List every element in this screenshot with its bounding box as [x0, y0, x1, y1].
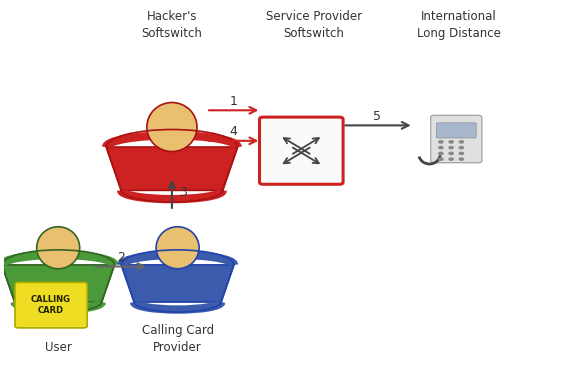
Circle shape — [438, 151, 444, 155]
Circle shape — [438, 157, 444, 161]
Polygon shape — [121, 265, 234, 302]
Circle shape — [459, 146, 464, 150]
FancyBboxPatch shape — [260, 117, 343, 184]
Circle shape — [448, 140, 454, 144]
Circle shape — [448, 151, 454, 155]
Text: Hacker's
Softswitch: Hacker's Softswitch — [141, 10, 203, 40]
Text: 1: 1 — [230, 95, 237, 108]
Text: 2: 2 — [117, 251, 125, 264]
Text: Service Provider
Softswitch: Service Provider Softswitch — [266, 10, 362, 40]
Text: 4: 4 — [230, 125, 237, 138]
Polygon shape — [106, 147, 238, 190]
Circle shape — [448, 157, 454, 161]
Ellipse shape — [37, 227, 80, 269]
Ellipse shape — [156, 227, 199, 269]
Circle shape — [459, 157, 464, 161]
FancyBboxPatch shape — [15, 282, 87, 328]
Text: User: User — [45, 341, 72, 354]
FancyBboxPatch shape — [430, 115, 482, 163]
Circle shape — [438, 140, 444, 144]
Text: International
Long Distance: International Long Distance — [417, 10, 501, 40]
Text: Calling Card
Provider: Calling Card Provider — [141, 325, 213, 354]
Text: 5: 5 — [373, 110, 381, 123]
Circle shape — [438, 146, 444, 150]
Circle shape — [459, 151, 464, 155]
Polygon shape — [2, 265, 114, 302]
FancyBboxPatch shape — [436, 123, 476, 138]
Ellipse shape — [147, 103, 197, 151]
Text: 3: 3 — [179, 186, 187, 200]
Circle shape — [448, 146, 454, 150]
Circle shape — [459, 140, 464, 144]
Text: CALLING
CARD: CALLING CARD — [31, 295, 71, 315]
